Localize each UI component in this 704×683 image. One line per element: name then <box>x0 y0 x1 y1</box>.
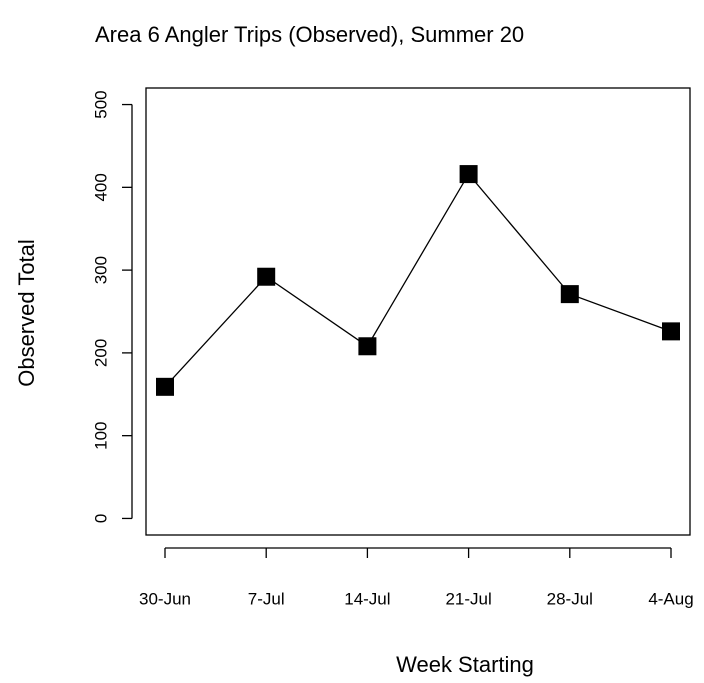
point <box>358 337 377 356</box>
chart-title: Area 6 Angler Trips (Observed), Summer 2… <box>95 22 524 47</box>
point <box>560 285 579 304</box>
point <box>662 322 680 341</box>
x-axis-label: Week Starting <box>396 652 534 677</box>
point <box>459 165 478 184</box>
x-tick-label: 14-Jul <box>344 589 390 608</box>
y-axis-label: Observed Total <box>14 239 39 387</box>
point <box>156 377 174 396</box>
x-tick-label: 30-Jun <box>139 589 191 608</box>
y-tick-label: 400 <box>91 173 110 201</box>
point <box>257 267 276 286</box>
x-tick-label: 28-Jul <box>547 589 593 608</box>
x-tick-label: 21-Jul <box>445 589 491 608</box>
y-tick-label: 500 <box>91 90 110 118</box>
y-tick-label: 300 <box>91 256 110 284</box>
plot-box <box>145 87 691 536</box>
x-tick-label: 4-Aug <box>648 589 693 608</box>
y-tick-label: 200 <box>91 339 110 367</box>
series-line <box>164 172 672 388</box>
x-tick-label: 7-Jul <box>248 589 285 608</box>
y-tick-label: 0 <box>91 514 110 523</box>
y-tick-label: 100 <box>91 421 110 449</box>
